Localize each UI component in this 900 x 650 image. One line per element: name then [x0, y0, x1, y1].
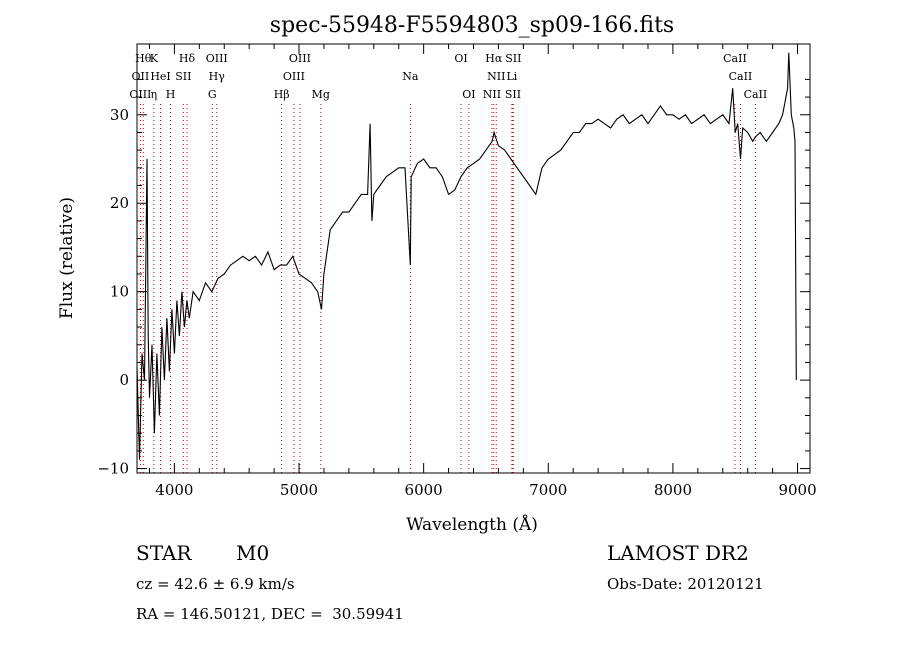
observation-date: Obs-Date: 20120121 [607, 575, 764, 593]
coordinates: RA = 146.50121, DEC = 30.59941 [136, 605, 404, 623]
line-marker-label: Hα [485, 52, 503, 65]
spectral-line-markers [139, 104, 756, 473]
spectrum-line [136, 52, 797, 460]
line-marker-label: SII [505, 52, 521, 65]
tick-label: 30 [110, 106, 129, 124]
line-marker-label: CaII [729, 70, 753, 83]
tick-label: −10 [97, 460, 129, 478]
tick-label: 7000 [529, 481, 567, 499]
line-marker-label: Hθ [135, 52, 152, 65]
line-marker-label: Hβ [274, 88, 290, 101]
y-axis-label: Flux (relative) [57, 197, 77, 319]
line-marker-label: OI [462, 88, 475, 101]
line-marker-label: NII [487, 70, 505, 83]
line-marker-label: CaII [744, 88, 768, 101]
plot-frame [136, 43, 811, 474]
axis-ticks: 4000 5000 6000 7000 8000 9000 −10 0 10 20 30 [97, 44, 817, 499]
object-subclass: M0 [236, 541, 270, 565]
tick-label: 20 [110, 194, 129, 212]
line-marker-label: Hγ [209, 70, 226, 83]
line-marker-label: Hδ [179, 52, 196, 65]
line-marker-label: OIII [289, 52, 311, 65]
line-marker-label: HeI [150, 70, 170, 83]
tick-label: 0 [119, 371, 129, 389]
tick-label: 4000 [155, 481, 193, 499]
line-marker-label: OIII [206, 52, 228, 65]
line-marker-label: NII [483, 88, 501, 101]
line-marker-label: Mg [312, 88, 330, 101]
tick-label: 5000 [280, 481, 318, 499]
line-marker-label: G [208, 88, 217, 101]
x-axis-label: Wavelength (Å) [406, 514, 538, 535]
chart-title: spec-55948-F5594803_sp09-166.fits [270, 13, 674, 38]
line-marker-label: Li [506, 70, 517, 83]
survey-name: LAMOST DR2 [607, 541, 749, 565]
redshift-velocity: cz = 42.6 ± 6.9 km/s [136, 575, 295, 593]
tick-label: 10 [110, 283, 129, 301]
line-marker-label: OII [132, 70, 150, 83]
line-marker-label: OIII [283, 70, 305, 83]
line-marker-label: H [166, 88, 176, 101]
tick-label: 6000 [405, 481, 443, 499]
line-marker-label: OI [454, 52, 467, 65]
line-marker-label: η [151, 88, 158, 101]
line-marker-label: SII [505, 88, 521, 101]
line-marker-label: OIII [129, 88, 151, 101]
line-marker-label: CaII [723, 52, 747, 65]
tick-label: 8000 [654, 481, 692, 499]
tick-label: 9000 [778, 481, 816, 499]
line-marker-label: SII [175, 70, 191, 83]
line-marker-label: Na [402, 70, 419, 83]
line-marker-label: K [150, 52, 159, 65]
object-class: STAR [136, 541, 192, 565]
